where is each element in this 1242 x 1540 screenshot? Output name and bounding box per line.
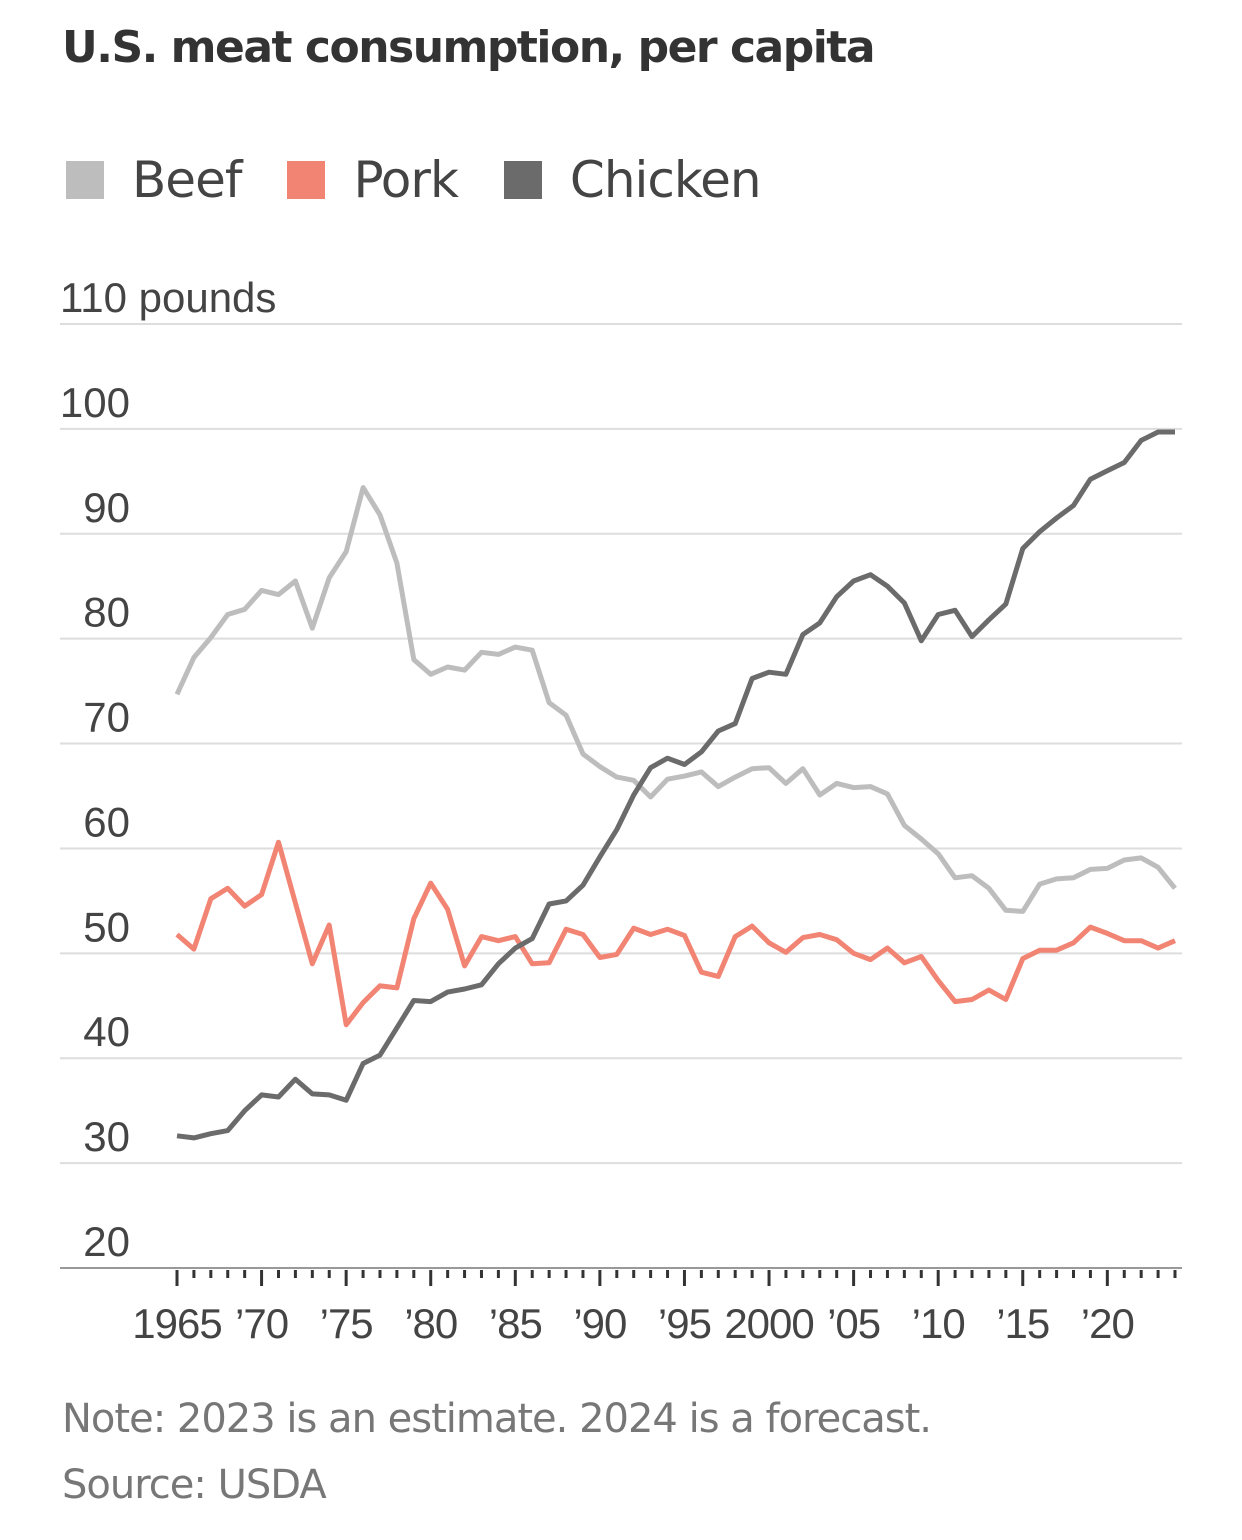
y-tick-label: 20 (83, 1218, 130, 1265)
y-tick-label: 60 (83, 798, 130, 845)
x-tick-label: ’80 (404, 1300, 457, 1347)
x-tick-label: 1965 (132, 1300, 221, 1347)
pork-swatch-icon (287, 161, 326, 199)
chart-source: Source: USDA (62, 1462, 327, 1508)
series-line-chicken (176, 429, 1175, 1141)
y-tick-label: 80 (83, 589, 130, 636)
legend-item-beef: Beef (66, 151, 242, 209)
line-chart: 20 30 40 50 60 70 80 90 100 110 pounds 1965 ’70 ’75… (60, 274, 1182, 1347)
y-tick-label: 90 (83, 484, 130, 531)
x-tick-label: ’90 (573, 1300, 626, 1347)
y-tick-label: 100 (60, 379, 130, 426)
gridlines (60, 323, 1182, 1269)
legend-label-pork: Pork (353, 151, 458, 209)
x-tick-label: ’15 (996, 1300, 1049, 1347)
x-tick-label: ’85 (489, 1300, 542, 1347)
x-tick-label: ’05 (827, 1300, 880, 1347)
x-tick-label: ’75 (320, 1300, 373, 1347)
legend-label-chicken: Chicken (569, 151, 762, 209)
y-tick-label: 50 (83, 903, 130, 950)
x-tick-label: 2000 (724, 1300, 813, 1347)
x-tick-label: ’95 (658, 1300, 711, 1347)
y-tick-label: 70 (83, 694, 130, 741)
x-tick-label: ’70 (235, 1300, 288, 1347)
legend: Beef Pork Chicken (66, 150, 807, 210)
series-line-pork (175, 839, 1177, 1028)
x-axis: 1965 ’70 ’75 ’80 ’85 ’90 ’95 2000 ’05 ’10 ’15 ’20 (132, 1270, 1177, 1347)
legend-item-chicken: Chicken (503, 151, 762, 209)
x-tick-label: ’10 (912, 1300, 965, 1347)
x-tick-label: ’20 (1081, 1300, 1134, 1347)
beef-swatch-icon (66, 161, 104, 199)
chicken-swatch-icon (503, 161, 542, 199)
series-lines (174, 429, 1177, 1141)
legend-label-beef: Beef (132, 151, 242, 209)
series-line-beef (174, 485, 1177, 914)
y-tick-label: 110 pounds (60, 274, 276, 321)
chart-title: U.S. meat consumption, per capita (62, 22, 876, 73)
y-tick-label: 40 (83, 1008, 130, 1055)
y-tick-label: 30 (83, 1113, 130, 1160)
chart-note: Note: 2023 is an estimate. 2024 is a for… (62, 1396, 932, 1442)
legend-item-pork: Pork (287, 151, 459, 209)
y-axis-labels: 20 30 40 50 60 70 80 90 100 110 pounds (60, 274, 277, 1265)
